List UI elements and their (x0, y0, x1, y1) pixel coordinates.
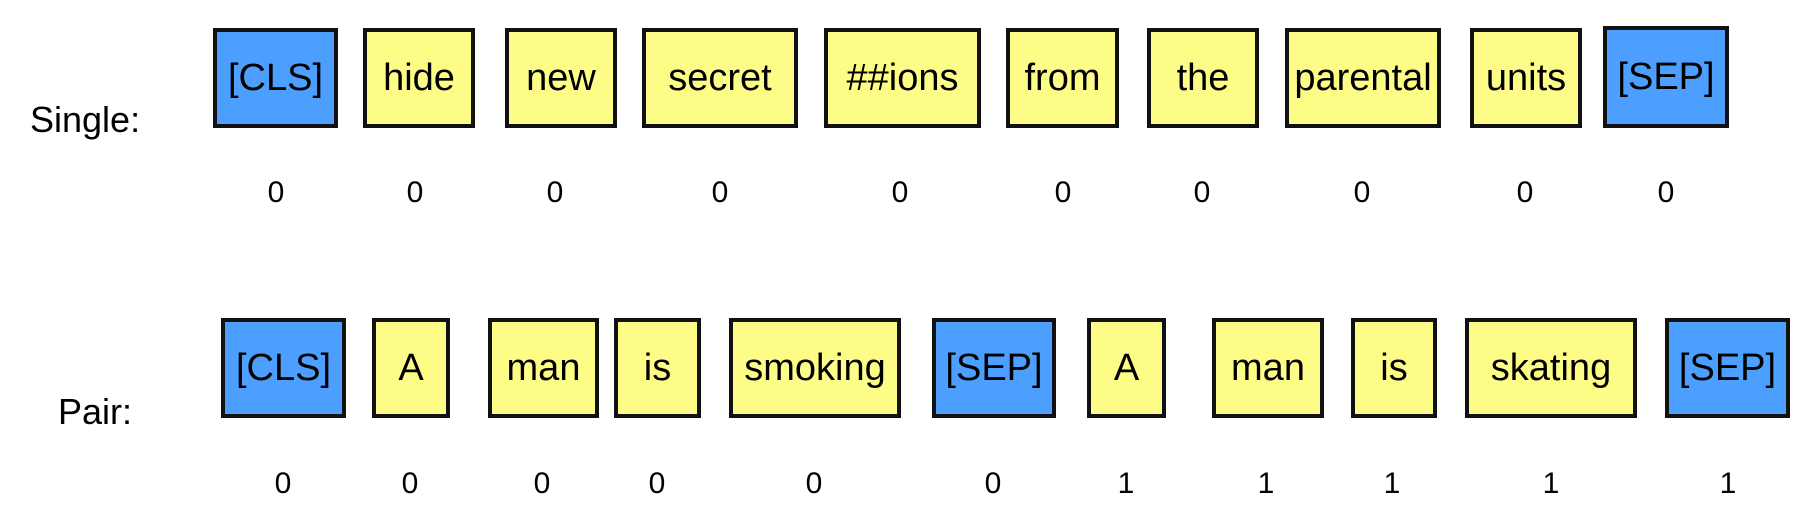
segment-id: 0 (984, 467, 1002, 500)
token-the: the (1147, 28, 1259, 128)
segment-id: 1 (1257, 467, 1275, 500)
token-sep: [SEP] (1603, 26, 1729, 128)
token-units: units (1470, 28, 1582, 128)
token-sep: [SEP] (1665, 318, 1790, 418)
pair-row-label: Pair: (58, 391, 133, 432)
segment-id: 0 (648, 467, 666, 500)
segment-id: 0 (267, 176, 285, 209)
segment-id: 0 (711, 176, 729, 209)
segment-id: 0 (1193, 176, 1211, 209)
segment-id: 0 (805, 467, 823, 500)
token-ions: ##ions (824, 28, 981, 128)
segment-id: 0 (1516, 176, 1534, 209)
token-cls: [CLS] (221, 318, 346, 418)
token-a: A (372, 318, 450, 418)
token-sep: [SEP] (932, 318, 1056, 418)
token-new: new (505, 28, 617, 128)
segment-id: 0 (1353, 176, 1371, 209)
segment-id: 1 (1719, 467, 1737, 500)
single-row-label: Single: (30, 99, 141, 140)
token-cls: [CLS] (213, 28, 338, 128)
token-is: is (1351, 318, 1437, 418)
token-a: A (1087, 318, 1166, 418)
segment-id: 1 (1542, 467, 1560, 500)
segment-id: 0 (1054, 176, 1072, 209)
token-secret: secret (642, 28, 798, 128)
segment-id: 1 (1117, 467, 1135, 500)
token-smoking: smoking (729, 318, 901, 418)
token-skating: skating (1465, 318, 1637, 418)
segment-id: 0 (274, 467, 292, 500)
token-man: man (1212, 318, 1324, 418)
segment-id: 0 (533, 467, 551, 500)
token-man: man (488, 318, 599, 418)
token-parental: parental (1285, 28, 1441, 128)
segment-id: 0 (401, 467, 419, 500)
segment-id: 0 (406, 176, 424, 209)
token-is: is (614, 318, 701, 418)
segment-id: 0 (546, 176, 564, 209)
segment-id: 0 (891, 176, 909, 209)
token-hide: hide (363, 28, 475, 128)
segment-id: 0 (1657, 176, 1675, 209)
segment-id: 1 (1383, 467, 1401, 500)
token-from: from (1006, 28, 1119, 128)
